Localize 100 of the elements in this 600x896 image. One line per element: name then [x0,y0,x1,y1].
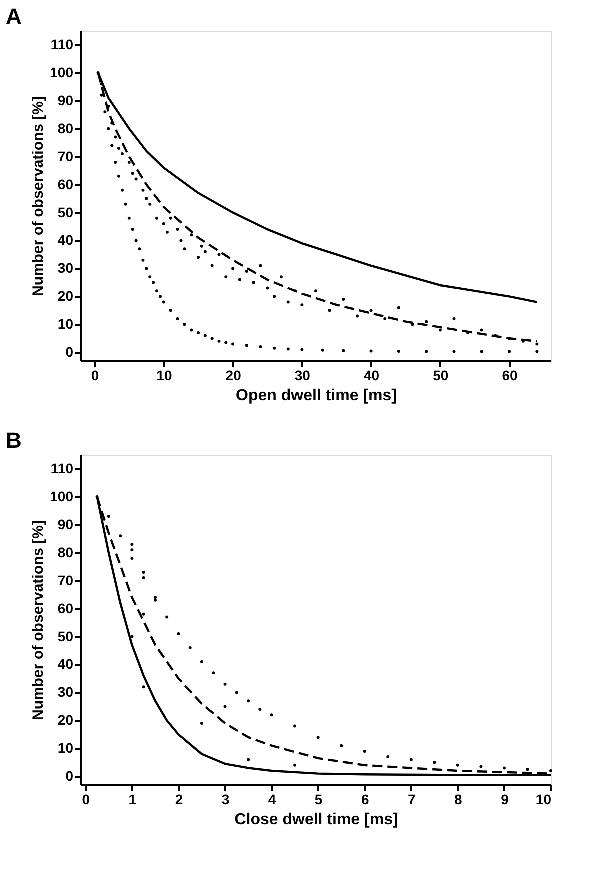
point [183,323,186,326]
point [130,635,134,638]
point [145,267,148,270]
point [197,332,200,335]
point [183,248,186,251]
point [200,722,204,725]
point [300,304,304,307]
point [197,256,200,260]
x-tick-label: 4 [268,792,276,808]
point [145,197,148,200]
point [142,188,145,192]
point [252,281,256,284]
point [130,542,134,546]
point [142,686,146,689]
y-tick-label: 30 [58,260,74,276]
point [118,174,121,178]
y-tick-label: 80 [58,120,74,136]
point [480,328,484,332]
point [124,202,128,206]
point [110,144,114,148]
point [273,346,276,350]
point [224,276,228,279]
point [156,290,159,293]
y-tick-label: 110 [50,36,74,52]
y-tick-label: 50 [58,204,74,220]
point [128,160,131,164]
point [169,309,172,312]
point [245,270,248,274]
point [180,239,183,242]
point [176,228,180,232]
point [200,244,204,248]
y-tick-label: 90 [58,516,74,532]
x-tick-label: 5 [314,792,323,808]
point [130,556,134,560]
point [142,576,146,580]
point [480,350,484,354]
point [142,570,146,574]
point [134,239,138,242]
point [286,300,290,304]
point [452,318,456,321]
point [370,309,373,312]
point [356,314,359,318]
x-tick-label: 6 [361,792,370,808]
x-tick-label: 7 [408,792,416,808]
point [508,337,512,340]
point [363,750,366,753]
point [162,222,166,226]
point [190,328,194,332]
point [114,136,118,139]
y-tick-label: 100 [50,64,74,80]
point [177,632,180,636]
point [162,300,166,304]
point [148,202,152,206]
x-tick-label: 10 [536,792,552,808]
point [107,105,110,108]
point [176,318,180,321]
point [96,495,99,498]
point [128,216,131,220]
y-tick-label: 60 [58,176,74,192]
point [266,286,270,290]
x-tick-label: 3 [222,792,230,808]
point [536,342,539,346]
point [328,309,332,312]
chart-title: B [6,428,22,453]
point [316,736,320,739]
point [410,758,413,762]
point [96,71,100,74]
point [280,276,283,279]
y-axis-title: Number of observations [%] [30,520,48,721]
point [286,348,290,351]
point [154,598,157,602]
point [154,596,157,600]
point [166,230,169,234]
x-tick-label: 8 [454,792,463,808]
point [107,515,110,518]
point [340,744,344,748]
point [247,758,250,762]
point [131,228,134,232]
point [245,344,248,348]
point [397,306,400,310]
point [218,253,221,256]
point [224,682,227,686]
point [212,672,216,675]
point [210,337,214,340]
point [118,146,121,150]
x-tick-label: 40 [364,368,380,384]
chart-title: A [6,4,22,29]
point [321,348,324,352]
point [232,267,235,270]
point [433,761,436,764]
point [294,724,297,728]
point [259,346,262,349]
y-tick-label: 0 [66,344,74,360]
y-tick-label: 40 [58,232,74,248]
point [259,264,262,268]
y-tick-label: 50 [58,628,74,644]
point [190,234,194,237]
x-tick-label: 1 [128,792,137,808]
point [480,765,483,768]
point [148,276,152,279]
